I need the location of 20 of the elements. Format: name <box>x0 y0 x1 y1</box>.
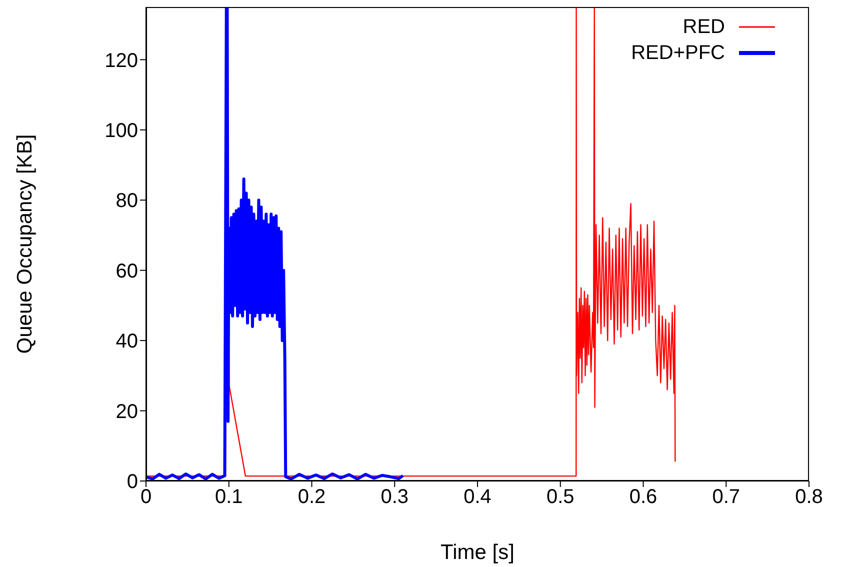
y-tick-label: 60 <box>116 260 138 282</box>
legend-label: RED <box>682 15 725 40</box>
x-tick-label: 0.4 <box>464 486 492 508</box>
y-tick-label: 100 <box>104 120 138 142</box>
x-tick-label: 0.8 <box>795 486 823 508</box>
x-tick-label: 0.7 <box>712 486 740 508</box>
y-tick-label: 40 <box>116 330 138 353</box>
y-tick-label: 80 <box>116 190 138 212</box>
x-tick-label: 0.6 <box>629 486 658 508</box>
legend-label: RED+PFC <box>631 41 725 66</box>
y-tick-label: 0 <box>126 471 138 494</box>
x-axis-title: Time [s] <box>440 541 514 564</box>
x-tick-label: 0.2 <box>298 486 326 508</box>
x-tick-label: 0.5 <box>546 486 574 508</box>
x-tick-label: 0.3 <box>380 486 409 508</box>
y-axis-title: Queue Occupancy [KB] <box>13 134 36 354</box>
x-tick-label: 0.1 <box>214 486 243 508</box>
y-tick-label: 20 <box>116 400 138 423</box>
y-tick-label: 120 <box>104 50 138 72</box>
x-tick-label: 0 <box>140 486 152 508</box>
